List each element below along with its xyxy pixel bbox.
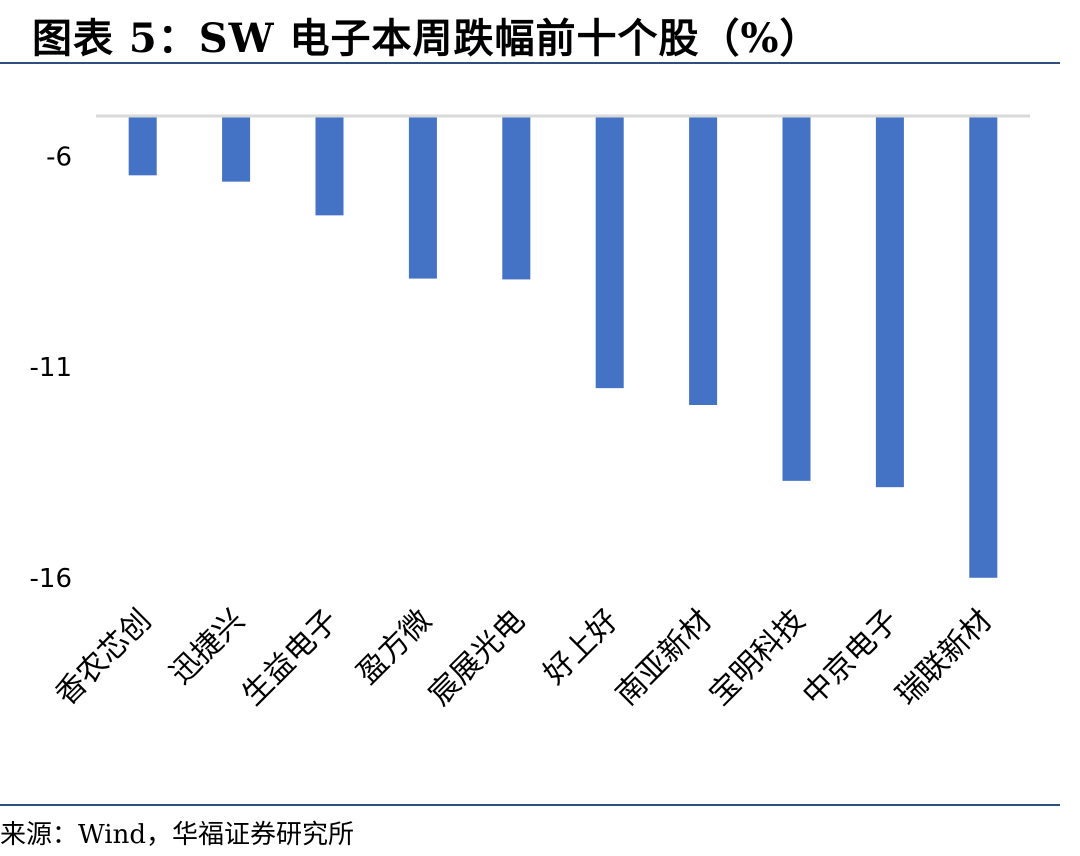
x-tick-label: 宸展光电 [422, 603, 532, 713]
bar [875, 116, 904, 488]
bar [315, 116, 344, 216]
x-tick-label: 宝明科技 [703, 603, 813, 713]
title-divider [0, 62, 1060, 64]
x-tick-label: 香农芯创 [49, 603, 159, 713]
bar [408, 116, 437, 279]
chart-title: 图表 5：SW 电子本周跌幅前十个股（%） [32, 15, 821, 62]
bar [782, 116, 811, 481]
bar [128, 116, 157, 176]
bar [595, 116, 624, 389]
x-tick-label: 迅捷兴 [163, 603, 251, 691]
bars [128, 116, 998, 578]
y-tick-label: -16 [30, 564, 72, 594]
y-axis: -6 -11 -16 [30, 142, 72, 593]
x-tick-label: 瑞联新材 [889, 603, 999, 713]
x-tick-label: 中京电子 [796, 603, 906, 713]
y-tick-label: -11 [30, 353, 72, 383]
x-tick-label: 南亚新材 [609, 603, 719, 713]
x-tick-label: 盈方微 [350, 603, 438, 691]
bar [502, 116, 531, 280]
bar [222, 116, 251, 182]
bar [689, 116, 718, 405]
bar [969, 116, 998, 578]
source-divider [0, 804, 1060, 806]
source-note: 来源：Wind，华福证券研究所 [0, 820, 354, 850]
x-tick-label: 生益电子 [236, 603, 346, 713]
x-tick-label: 好上好 [537, 603, 625, 691]
y-tick-label: -6 [46, 142, 72, 172]
